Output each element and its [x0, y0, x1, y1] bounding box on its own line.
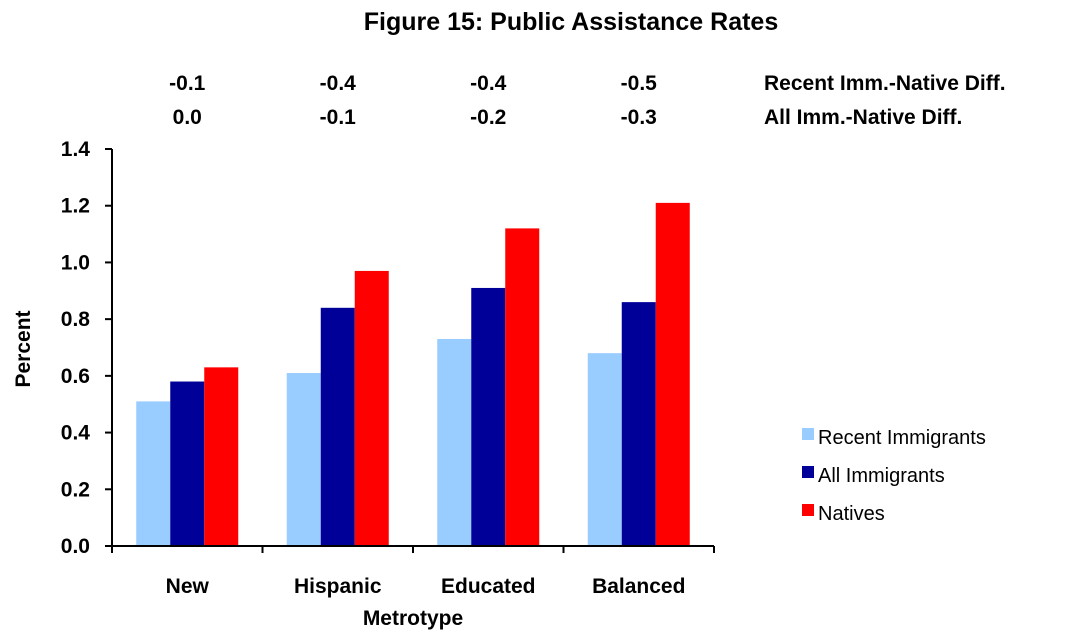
- bar-natives-new: [204, 367, 239, 546]
- bar-natives-hispanic: [354, 270, 389, 546]
- x-category-label: Educated: [441, 575, 536, 598]
- bar-recent-immigrants-educated: [437, 338, 472, 546]
- bar-recent-immigrants-balanced: [587, 353, 622, 546]
- difference-rows: -0.1 -0.4 -0.4 -0.5 Recent Imm.-Native Diff.…: [169, 72, 1005, 129]
- bar-all-immigrants-educated: [471, 287, 506, 546]
- bar-all-immigrants-balanced: [621, 302, 656, 546]
- legend-swatch: [802, 428, 814, 440]
- y-tick-label: 1.4: [61, 138, 91, 161]
- chart-title: Figure 15: Public Assistance Rates: [364, 8, 779, 36]
- diff-value: -0.1: [320, 106, 357, 129]
- y-axis-ticks: 0.0 0.2 0.4 0.6 0.8 1.0 1.2 1.4: [61, 138, 112, 558]
- y-tick-label: 0.0: [61, 535, 90, 558]
- bar-all-immigrants-new: [170, 381, 205, 546]
- legend-swatch: [802, 466, 814, 478]
- bar-natives-educated: [505, 228, 540, 546]
- x-category-label: Balanced: [592, 575, 685, 598]
- legend: Recent Immigrants All Immigrants Natives: [802, 427, 986, 525]
- x-axis-label: Metrotype: [363, 607, 463, 630]
- bar-recent-immigrants-hispanic: [286, 373, 321, 546]
- x-category-label: Hispanic: [294, 575, 382, 598]
- y-axis-label: Percent: [12, 310, 35, 387]
- diff-value: -0.2: [470, 106, 506, 129]
- diff-value: -0.4: [470, 72, 507, 95]
- diff-value: -0.5: [621, 72, 658, 95]
- diff-row-label: All Imm.-Native Diff.: [764, 106, 962, 129]
- x-axis-ticks: New Hispanic Educated Balanced: [111, 546, 715, 598]
- y-tick-label: 1.2: [61, 195, 90, 218]
- legend-swatch: [802, 504, 814, 516]
- legend-label: All Immigrants: [818, 465, 945, 487]
- bar-all-immigrants-hispanic: [320, 307, 355, 546]
- diff-value: 0.0: [173, 106, 202, 129]
- legend-label: Recent Immigrants: [818, 427, 986, 449]
- legend-label: Natives: [818, 503, 885, 525]
- bar-recent-immigrants-new: [136, 401, 171, 546]
- bars: [136, 202, 690, 546]
- y-tick-label: 0.8: [61, 308, 91, 331]
- y-tick-label: 0.4: [61, 422, 91, 445]
- bar-natives-balanced: [655, 202, 690, 546]
- diff-value: -0.4: [320, 72, 357, 95]
- diff-value: -0.3: [621, 106, 657, 129]
- diff-row-label: Recent Imm.-Native Diff.: [764, 72, 1006, 95]
- y-tick-label: 1.0: [61, 251, 90, 274]
- x-category-label: New: [166, 575, 210, 598]
- y-tick-label: 0.6: [61, 365, 90, 388]
- y-tick-label: 0.2: [61, 478, 90, 501]
- diff-value: -0.1: [169, 72, 206, 95]
